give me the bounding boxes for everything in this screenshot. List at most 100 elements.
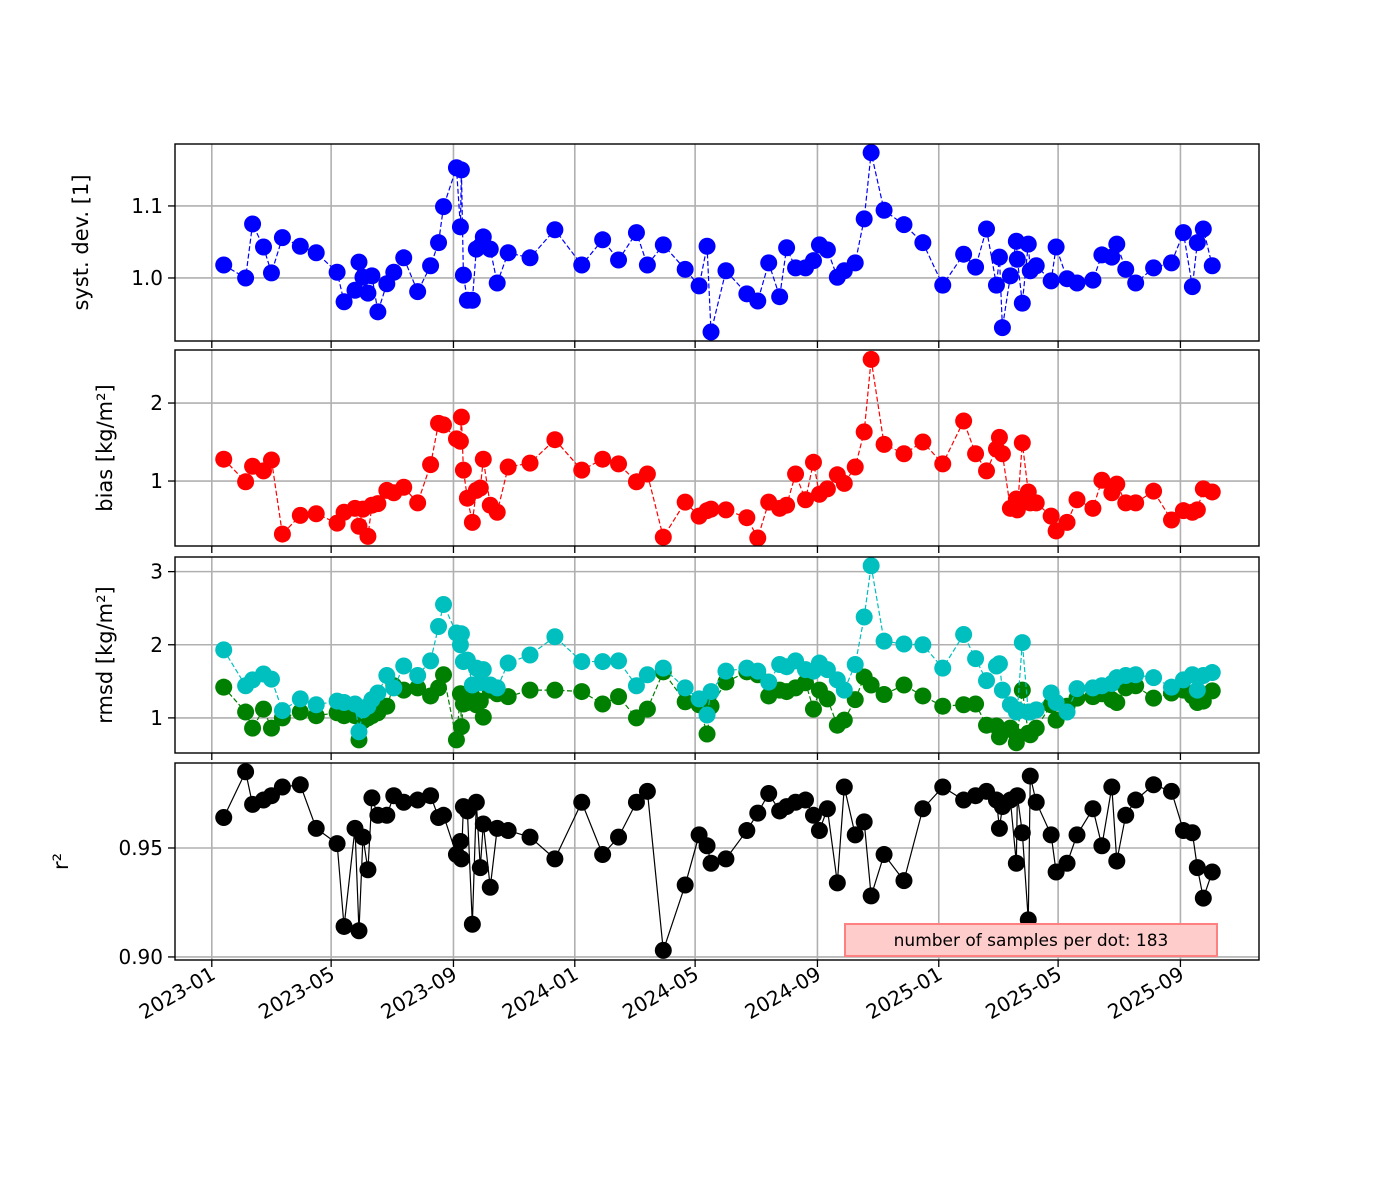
- data-point: [895, 872, 913, 890]
- data-point: [895, 445, 913, 463]
- data-point: [1145, 776, 1163, 794]
- data-point: [346, 281, 364, 299]
- data-point: [862, 144, 880, 162]
- data-point: [499, 458, 517, 476]
- data-point: [749, 662, 767, 680]
- data-point: [463, 915, 481, 933]
- data-point: [846, 826, 864, 844]
- data-point: [1145, 689, 1163, 707]
- data-point: [698, 706, 716, 724]
- data-point: [1068, 826, 1086, 844]
- data-point: [895, 676, 913, 694]
- data-point: [1117, 260, 1135, 278]
- data-point: [435, 596, 453, 614]
- data-point: [307, 819, 325, 837]
- data-point: [237, 269, 255, 287]
- data-point: [855, 608, 873, 626]
- data-point: [1008, 501, 1026, 519]
- data-point: [818, 690, 836, 708]
- data-point: [875, 435, 893, 453]
- data-point: [546, 850, 564, 868]
- data-point: [1162, 782, 1180, 800]
- data-point: [934, 455, 952, 473]
- data-point: [1108, 852, 1126, 870]
- data-point: [1145, 482, 1163, 500]
- data-point: [447, 731, 465, 749]
- data-point: [521, 249, 539, 267]
- data-point: [955, 412, 973, 430]
- data-point: [409, 679, 427, 697]
- data-point: [1027, 257, 1045, 275]
- data-point: [676, 493, 694, 511]
- data-point: [262, 264, 280, 282]
- data-point: [369, 303, 387, 321]
- data-point: [627, 677, 645, 695]
- data-point: [273, 778, 291, 796]
- data-point: [1042, 507, 1060, 525]
- data-point: [914, 687, 932, 705]
- data-point: [934, 697, 952, 715]
- data-point: [978, 672, 996, 690]
- data-point: [335, 917, 353, 935]
- data-point: [573, 653, 591, 671]
- data-point: [760, 673, 778, 691]
- data-point: [846, 254, 864, 272]
- annotation-text: number of samples per dot: 183: [894, 931, 1169, 951]
- data-point: [698, 837, 716, 855]
- data-point: [409, 283, 427, 301]
- data-point: [1188, 234, 1206, 252]
- data-point: [1127, 274, 1145, 292]
- data-point: [354, 828, 372, 846]
- data-point: [895, 635, 913, 653]
- data-point: [638, 782, 656, 800]
- panel-3: 1 2 3 rmsd [kg/m²]: [93, 556, 1260, 760]
- data-point: [307, 505, 325, 523]
- data-point: [454, 461, 472, 479]
- data-point: [452, 718, 470, 736]
- data-point: [471, 479, 489, 497]
- data-point: [676, 693, 694, 711]
- data-point: [335, 293, 353, 311]
- data-point: [676, 260, 694, 278]
- data-point: [778, 496, 796, 514]
- data-point: [463, 291, 481, 309]
- data-point: [481, 240, 499, 258]
- data-point: [430, 617, 448, 635]
- data-point: [430, 234, 448, 252]
- data-point: [1013, 824, 1031, 842]
- series-group: [215, 763, 1221, 959]
- data-point: [488, 274, 506, 292]
- data-point: [846, 656, 864, 674]
- data-point: [1194, 220, 1212, 238]
- data-point: [409, 494, 427, 512]
- data-point: [717, 262, 735, 280]
- data-point: [934, 276, 952, 294]
- data-point: [474, 661, 492, 679]
- data-point: [1145, 669, 1163, 687]
- data-point: [760, 785, 778, 803]
- data-point: [855, 813, 873, 831]
- data-point: [835, 681, 853, 699]
- data-point: [573, 793, 591, 811]
- panel-1: 1.0 1.1 syst. dev. [1]: [69, 143, 1260, 348]
- data-point: [804, 453, 822, 471]
- data-point: [474, 708, 492, 726]
- data-point: [474, 815, 492, 833]
- data-point: [451, 218, 469, 236]
- data-point: [875, 846, 893, 864]
- data-point: [676, 876, 694, 894]
- data-point: [1183, 824, 1201, 842]
- data-point: [422, 787, 440, 805]
- data-point: [771, 288, 789, 306]
- data-point: [654, 659, 672, 677]
- panel-4: 0.90 0.95 r² number of samples per dot: 183: [49, 762, 1260, 969]
- data-point: [914, 234, 932, 252]
- data-point: [1203, 682, 1221, 700]
- data-point: [255, 238, 273, 256]
- data-point: [610, 688, 628, 706]
- data-point: [546, 431, 564, 449]
- data-point: [1127, 791, 1145, 809]
- data-point: [797, 491, 815, 509]
- data-point: [627, 793, 645, 811]
- data-point: [610, 828, 628, 846]
